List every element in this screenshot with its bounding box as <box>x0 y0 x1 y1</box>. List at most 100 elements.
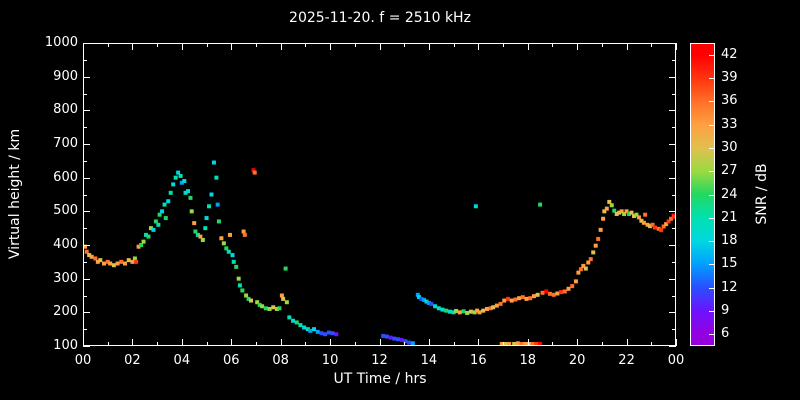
data-point <box>162 202 167 207</box>
data-point <box>639 218 644 223</box>
data-point <box>148 226 153 231</box>
colorbar <box>690 43 715 346</box>
y-tick-label: 900 <box>53 68 78 84</box>
data-point <box>484 306 489 311</box>
data-point <box>652 225 657 230</box>
data-point <box>291 318 296 323</box>
data-point <box>520 295 525 300</box>
data-point <box>509 298 514 303</box>
data-point <box>204 216 209 221</box>
colorbar-label: SNR / dB <box>754 163 770 225</box>
data-point <box>279 293 284 298</box>
data-point <box>139 243 144 247</box>
colorbar-tick-label: 6 <box>721 326 730 342</box>
colorbar-tick-label: 36 <box>721 93 738 109</box>
data-point <box>515 341 520 346</box>
data-point <box>308 328 313 333</box>
data-point <box>216 219 221 224</box>
x-tick-label: 20 <box>568 353 586 368</box>
data-point <box>578 267 583 272</box>
x-tick-label: 04 <box>173 353 191 368</box>
y-tick <box>83 346 90 347</box>
x-tick-label: 14 <box>420 353 438 368</box>
data-point <box>263 306 268 311</box>
data-point <box>231 259 236 264</box>
data-point <box>517 296 522 301</box>
colorbar-tick-label: 33 <box>721 116 738 132</box>
data-point <box>115 261 120 266</box>
data-point <box>659 228 664 233</box>
data-point <box>534 342 539 346</box>
data-point <box>277 306 282 311</box>
data-point <box>588 257 593 262</box>
y-tick-label: 200 <box>53 304 78 320</box>
data-point <box>274 306 279 311</box>
data-point <box>130 259 135 264</box>
data-point <box>403 339 408 344</box>
data-point <box>221 241 226 246</box>
data-point <box>95 259 100 264</box>
data-point <box>650 222 655 227</box>
data-point <box>178 173 183 178</box>
x-tick-label: 00 <box>667 353 685 368</box>
data-point <box>410 341 415 346</box>
data-point <box>157 212 162 217</box>
data-point <box>255 300 260 305</box>
data-point <box>461 309 466 314</box>
data-point <box>224 246 229 251</box>
y-tick-mirror <box>669 346 676 347</box>
data-point <box>312 327 317 332</box>
data-point <box>581 263 586 268</box>
data-point <box>171 182 176 187</box>
data-point <box>481 308 486 313</box>
data-point <box>421 297 426 302</box>
data-point <box>535 292 540 297</box>
data-point <box>498 301 503 306</box>
data-point <box>526 342 531 346</box>
colorbar-tick-label: 30 <box>721 139 738 155</box>
data-point <box>612 208 617 213</box>
data-point <box>429 301 434 306</box>
data-point <box>242 232 247 237</box>
data-point <box>512 342 517 346</box>
data-point <box>523 341 528 346</box>
x-axis-label: UT Time / hrs <box>333 371 427 387</box>
x-tick-mirror <box>676 43 677 50</box>
data-point <box>215 202 220 207</box>
colorbar-tick-label: 39 <box>721 69 738 85</box>
data-point <box>257 302 262 307</box>
data-point <box>160 209 165 214</box>
data-point <box>244 293 249 298</box>
data-point <box>392 336 397 341</box>
data-point <box>228 232 233 237</box>
data-point <box>503 342 508 346</box>
data-point <box>87 253 92 258</box>
y-tick-label: 1000 <box>44 35 78 50</box>
data-point <box>468 309 473 314</box>
data-point <box>593 243 598 248</box>
data-point <box>609 203 614 208</box>
data-point <box>176 170 181 175</box>
data-point <box>173 175 178 180</box>
data-point <box>507 341 512 346</box>
data-point <box>381 333 386 338</box>
chart-title: 2025-11-20. f = 2510 kHz <box>289 10 471 26</box>
x-tick-label: 12 <box>371 353 388 368</box>
data-point <box>669 216 674 221</box>
scatter-points <box>83 160 676 346</box>
x-tick-label: 16 <box>470 353 487 368</box>
data-point <box>661 224 666 229</box>
colorbar-tick-label: 15 <box>721 256 738 272</box>
data-point <box>198 234 203 239</box>
data-point <box>477 310 482 315</box>
data-point <box>146 234 151 239</box>
data-point <box>614 212 619 217</box>
data-point <box>586 260 591 265</box>
data-point <box>598 227 603 232</box>
data-point <box>472 310 477 315</box>
data-point <box>601 216 606 221</box>
colorbar-tick-label: 18 <box>721 233 738 249</box>
data-point <box>424 299 429 304</box>
data-point <box>491 305 496 310</box>
